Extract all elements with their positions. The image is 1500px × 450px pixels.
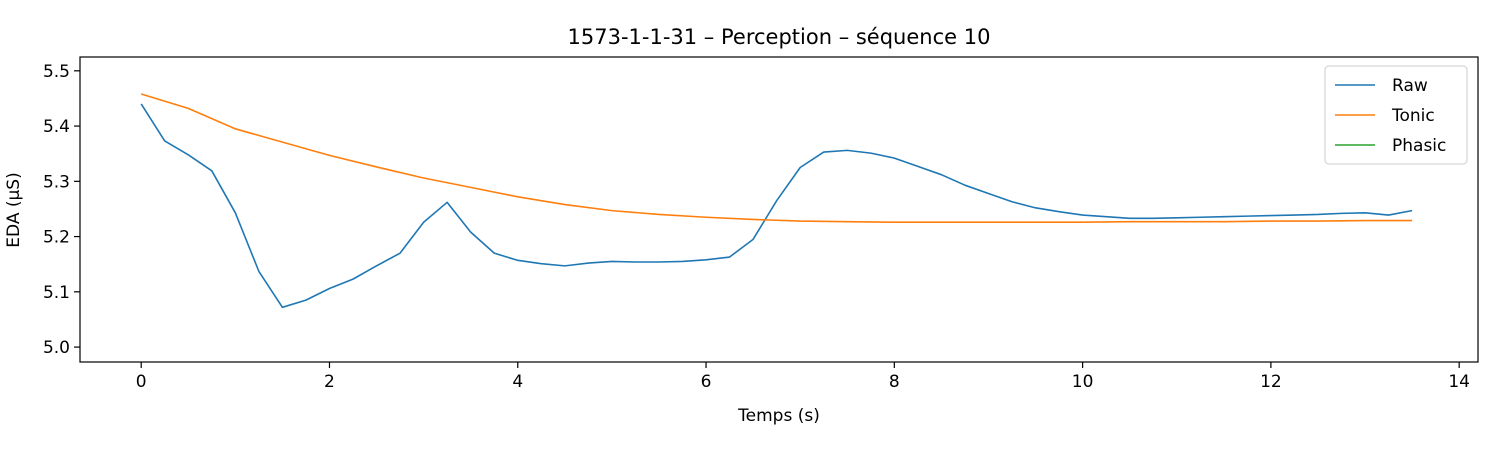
x-tick-label: 2 — [324, 372, 335, 392]
x-axis-ticks: 0 2 4 6 8 10 12 14 — [136, 362, 1470, 392]
series-line-tonic — [140, 93, 1413, 224]
x-tick-label: 14 — [1448, 372, 1470, 392]
y-tick-label: 5.5 — [43, 62, 70, 82]
x-tick-label: 12 — [1260, 372, 1282, 392]
x-tick-label: 6 — [701, 372, 712, 392]
x-tick-label: 0 — [136, 372, 147, 392]
x-axis-label: Temps (s) — [737, 406, 820, 426]
legend: Raw Tonic Phasic — [1324, 65, 1468, 165]
legend-label-raw: Raw — [1392, 76, 1428, 96]
y-tick-label: 5.4 — [43, 117, 70, 137]
y-tick-label: 5.0 — [43, 338, 70, 358]
legend-label-phasic: Phasic — [1392, 136, 1446, 156]
x-tick-label: 8 — [889, 372, 900, 392]
x-tick-label: 10 — [1072, 372, 1094, 392]
legend-box — [1324, 65, 1468, 165]
y-axis-ticks: 5.0 5.1 5.2 5.3 5.4 5.5 — [43, 62, 80, 358]
series-line-raw — [140, 103, 1413, 309]
plot-frame — [79, 56, 1479, 363]
plot-lines — [140, 93, 1413, 309]
chart-title: 1573-1-1-31 – Perception – séquence 10 — [568, 25, 991, 49]
x-tick-label: 4 — [512, 372, 523, 392]
y-tick-label: 5.1 — [43, 283, 70, 303]
y-axis-label: EDA (µS) — [4, 172, 24, 247]
legend-label-tonic: Tonic — [1391, 106, 1435, 126]
y-tick-label: 5.2 — [43, 228, 70, 248]
y-tick-label: 5.3 — [43, 172, 70, 192]
